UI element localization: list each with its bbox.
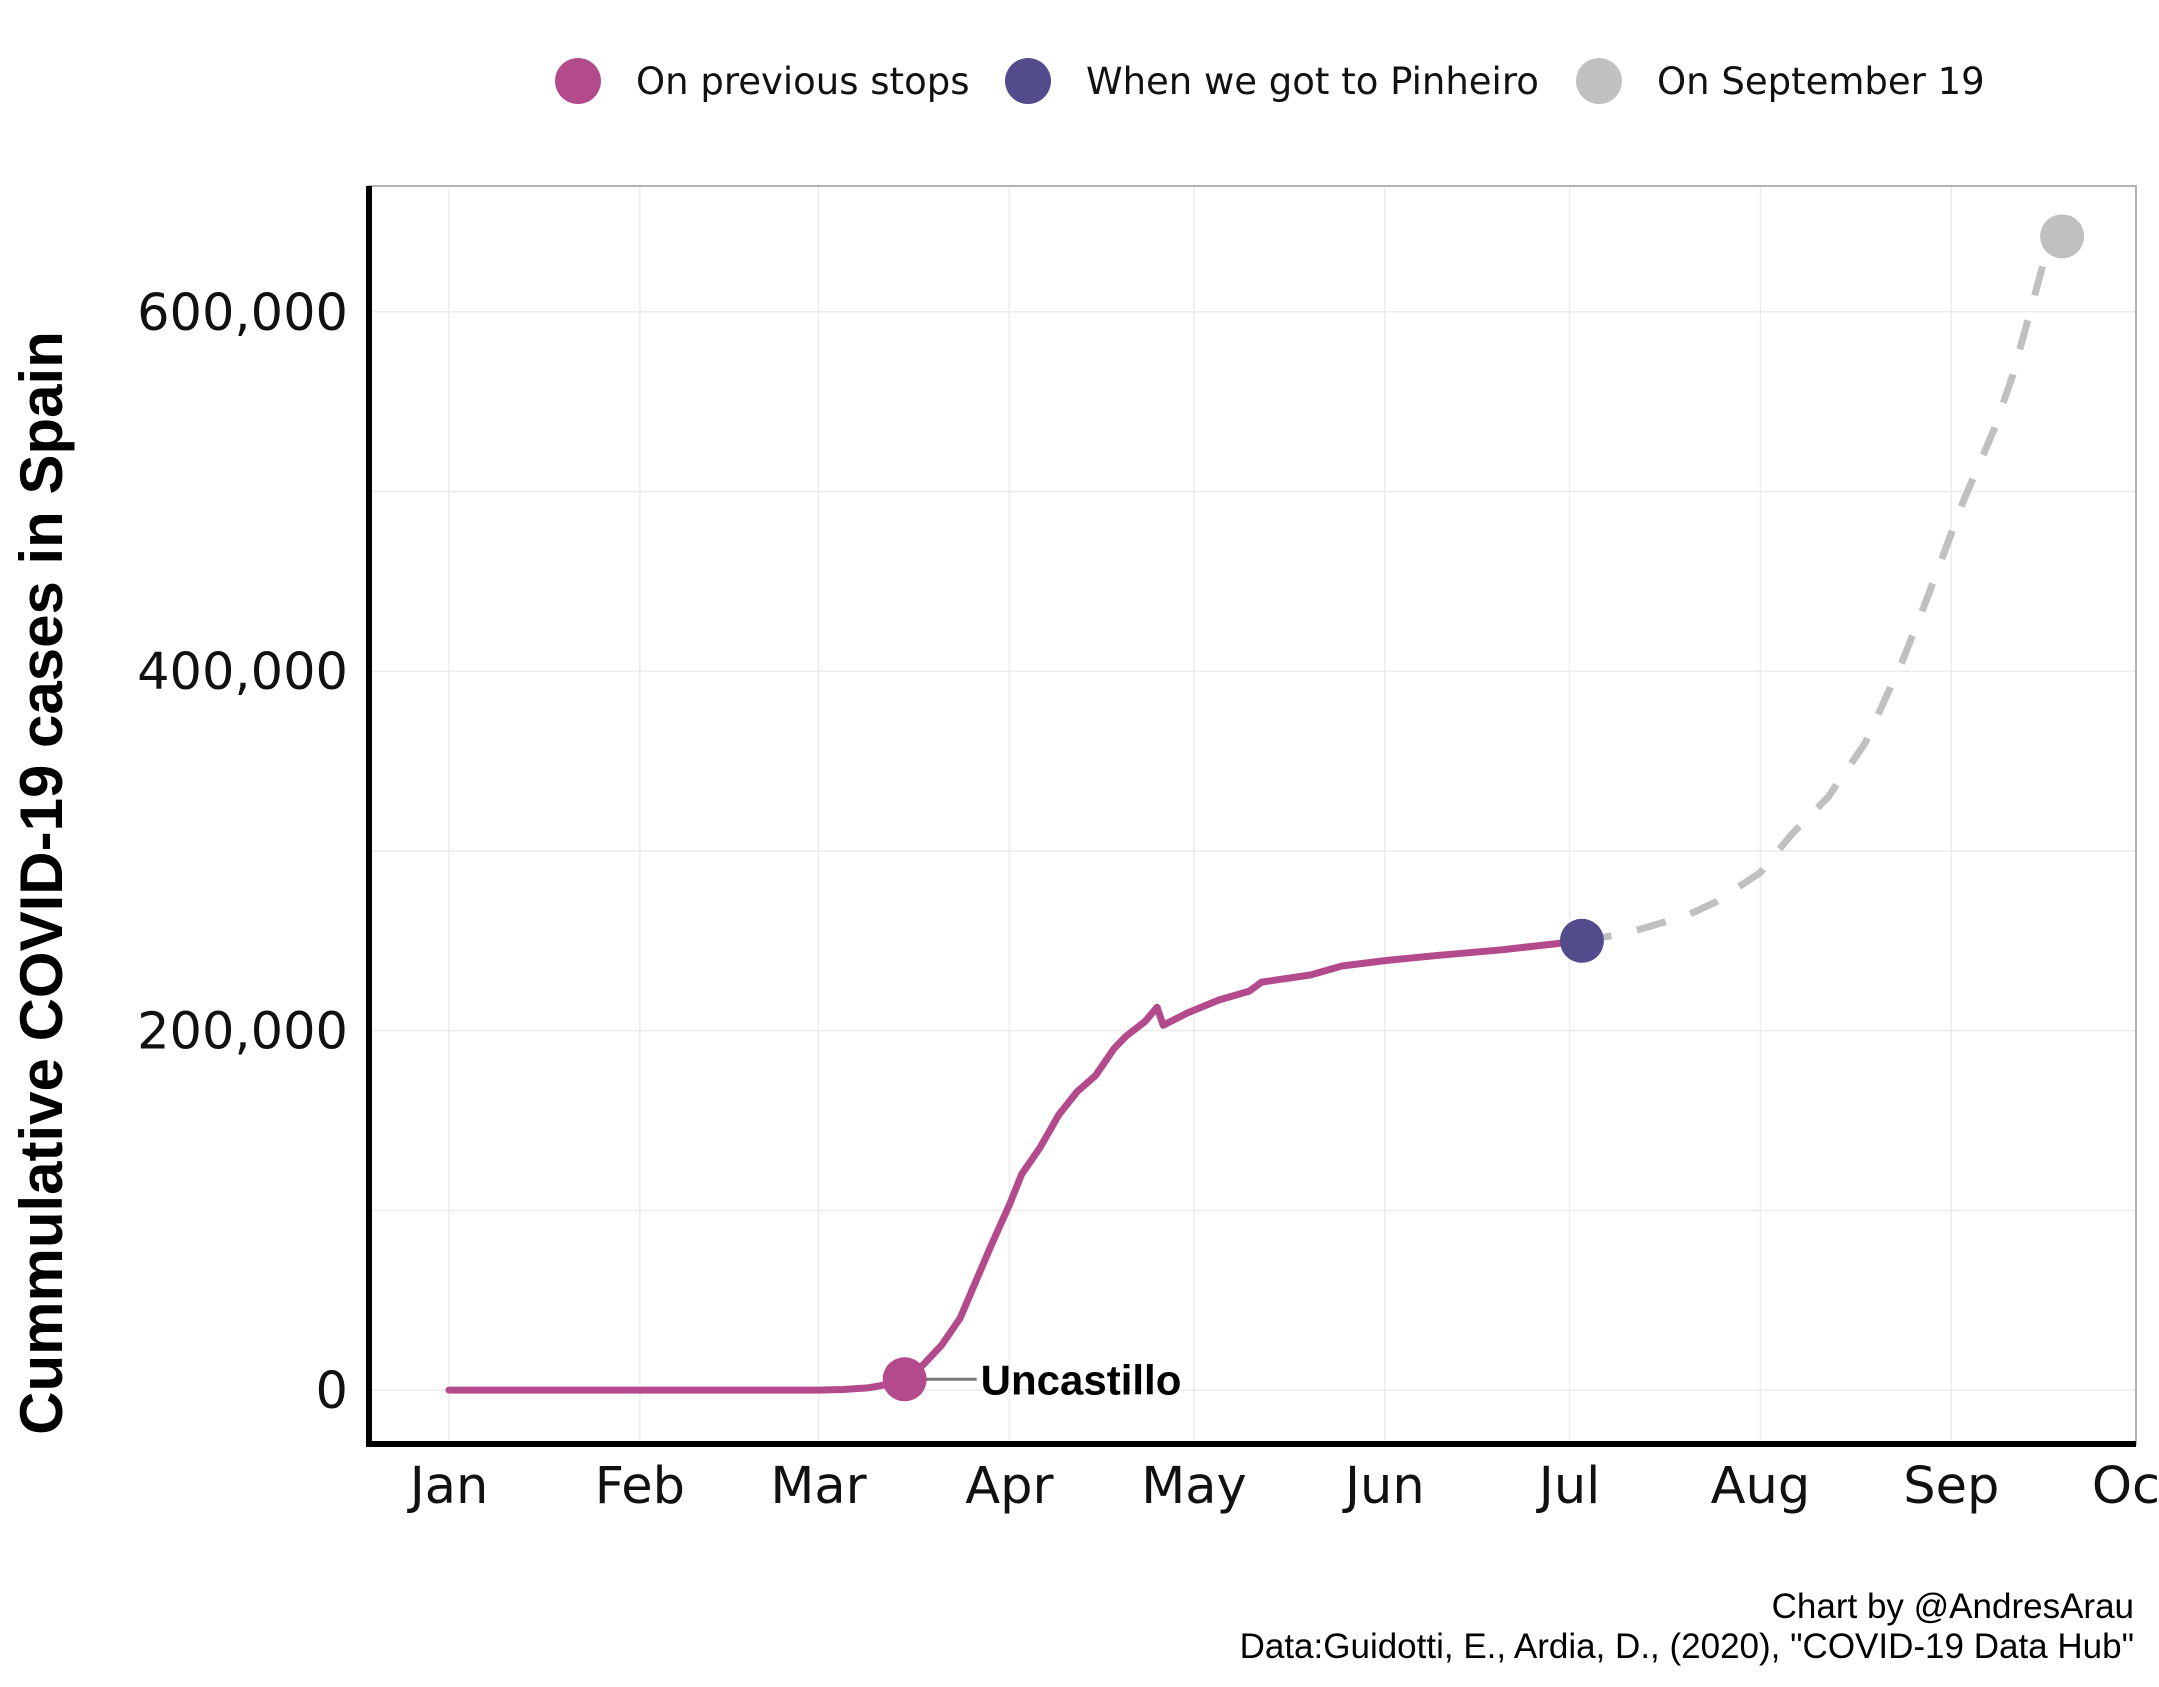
y-ticks: 0 200,000 400,000 600,000: [137, 284, 348, 1421]
x-tick-label: Oct: [2092, 1457, 2159, 1516]
marker-previous: [882, 1357, 927, 1402]
x-ticks: Jan Feb Mar Apr May Jun Jul Aug Sep Oct: [407, 1457, 2159, 1516]
legend: On previous stops When we got to Pinheiro…: [555, 58, 1985, 104]
x-tick-label: Jun: [1342, 1457, 1425, 1516]
x-tick-label: Jan: [407, 1457, 489, 1516]
y-tick-label: 0: [316, 1362, 348, 1421]
caption-credit: Chart by @AndresArau: [1772, 1587, 2134, 1626]
x-tick-label: Feb: [595, 1457, 685, 1516]
legend-label-previous: On previous stops: [636, 60, 969, 103]
caption-source: Data:Guidotti, E., Ardia, D., (2020), "C…: [1240, 1627, 2134, 1666]
legend-swatch-previous: [555, 58, 601, 104]
x-tick-label: Apr: [965, 1457, 1053, 1516]
y-tick-label: 400,000: [137, 643, 348, 702]
y-axis-label: Cummulative COVID-19 cases in Spain: [8, 331, 75, 1435]
annotations: Uncastillo: [882, 214, 2085, 1403]
marker-september: [2040, 214, 2085, 259]
legend-label-pinheiro: When we got to Pinheiro: [1086, 60, 1539, 103]
x-tick-label: Aug: [1711, 1457, 1811, 1516]
annotation-label: Uncastillo: [981, 1356, 1182, 1403]
legend-swatch-pinheiro: [1005, 58, 1051, 104]
series-line-previous: [445, 937, 1586, 1394]
x-tick-label: Mar: [770, 1457, 866, 1516]
gridlines: [369, 186, 2137, 1444]
legend-label-september: On September 19: [1657, 60, 1985, 103]
legend-swatch-september: [1576, 58, 1622, 104]
y-tick-label: 200,000: [137, 1003, 348, 1062]
plot-panel-border: [368, 185, 2137, 1445]
y-tick-label: 600,000: [137, 284, 348, 343]
x-tick-label: Sep: [1903, 1457, 1999, 1516]
series-line-september: [1581, 238, 2054, 945]
x-tick-label: Jul: [1536, 1457, 1601, 1516]
x-tick-label: May: [1141, 1457, 1246, 1516]
series-layer: [445, 238, 2054, 1394]
marker-pinheiro: [1559, 918, 1604, 963]
